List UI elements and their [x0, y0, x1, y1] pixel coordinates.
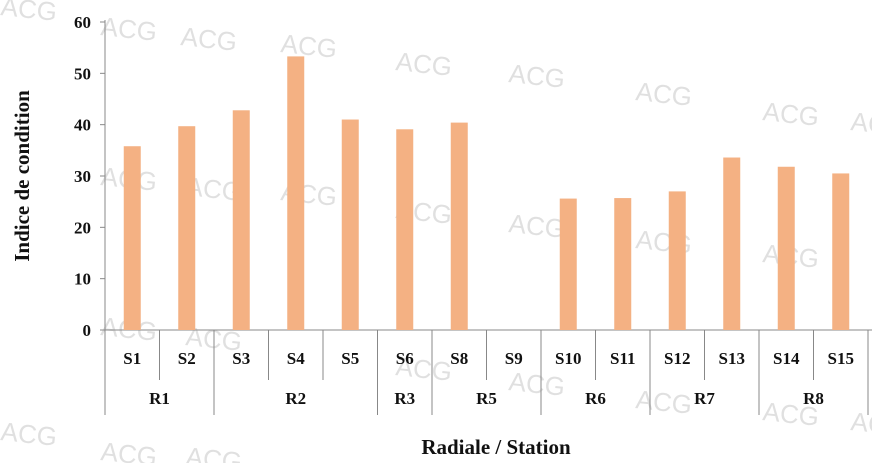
axes	[100, 20, 872, 415]
watermark-text: ACG	[184, 441, 243, 463]
y-tick-label: 30	[74, 167, 91, 186]
group-label: R3	[394, 389, 415, 408]
watermark-text: ACG	[634, 384, 693, 420]
bar-s14	[777, 166, 795, 330]
labels: 0 10 20 30 40 50 60 Indice de condition S1 S2 S3 S4…	[10, 13, 854, 459]
group-label: R8	[803, 389, 824, 408]
watermark-text: ACG	[634, 76, 693, 112]
category-label: S4	[287, 349, 305, 368]
bar-s5	[341, 119, 359, 331]
category-label: S14	[773, 349, 800, 368]
watermark-text: ACG	[99, 11, 158, 47]
watermark-text: ACG	[849, 106, 872, 142]
category-label: S10	[555, 349, 581, 368]
category-label: S12	[664, 349, 690, 368]
category-label: S5	[341, 349, 359, 368]
bar-s6	[396, 129, 414, 330]
watermark-text: ACG	[99, 436, 158, 463]
y-tick-label: 50	[74, 64, 91, 83]
category-label: S2	[178, 349, 196, 368]
watermark-text: ACG	[394, 351, 453, 387]
category-label: S8	[450, 349, 468, 368]
bar-s13	[723, 157, 741, 330]
y-tick-label: 60	[74, 13, 91, 32]
category-label: S3	[232, 349, 250, 368]
bar-s10	[559, 198, 577, 330]
watermark-text: ACG	[507, 58, 566, 94]
category-label: S6	[396, 349, 414, 368]
category-label: S13	[719, 349, 745, 368]
y-axis-title: Indice de condition	[10, 90, 34, 262]
watermark-text: ACG	[0, 0, 59, 27]
category-label: S11	[610, 349, 636, 368]
category-label: S15	[828, 349, 854, 368]
bar-s8	[450, 122, 468, 330]
y-tick-label: 20	[74, 218, 91, 237]
y-tick-label: 0	[83, 321, 92, 340]
bars	[123, 56, 850, 331]
bar-s12	[668, 191, 686, 330]
watermark-text: ACG	[849, 406, 872, 442]
watermark-text: ACG	[394, 46, 453, 82]
bar-s15	[832, 173, 850, 330]
group-label: R5	[476, 389, 497, 408]
group-label: R2	[285, 389, 306, 408]
category-label: S1	[123, 349, 141, 368]
group-label: R6	[585, 389, 606, 408]
category-label: S9	[505, 349, 523, 368]
bar-s4	[287, 56, 305, 330]
bar-s2	[178, 126, 196, 330]
watermark-text: ACG	[507, 366, 566, 402]
x-axis-title: Radiale / Station	[421, 435, 571, 459]
watermark-text: ACG	[761, 396, 820, 432]
group-label: R7	[694, 389, 715, 408]
bar-s11	[614, 198, 632, 330]
bar-s3	[232, 110, 250, 330]
watermark-text: ACG	[761, 96, 820, 132]
watermark-text: ACG	[179, 21, 238, 57]
group-label: R1	[149, 389, 170, 408]
y-tick-label: 10	[74, 270, 91, 289]
watermark-text: ACG	[507, 208, 566, 244]
bar-s1	[123, 146, 141, 330]
watermark-text: ACG	[0, 416, 59, 452]
y-tick-label: 40	[74, 116, 91, 135]
